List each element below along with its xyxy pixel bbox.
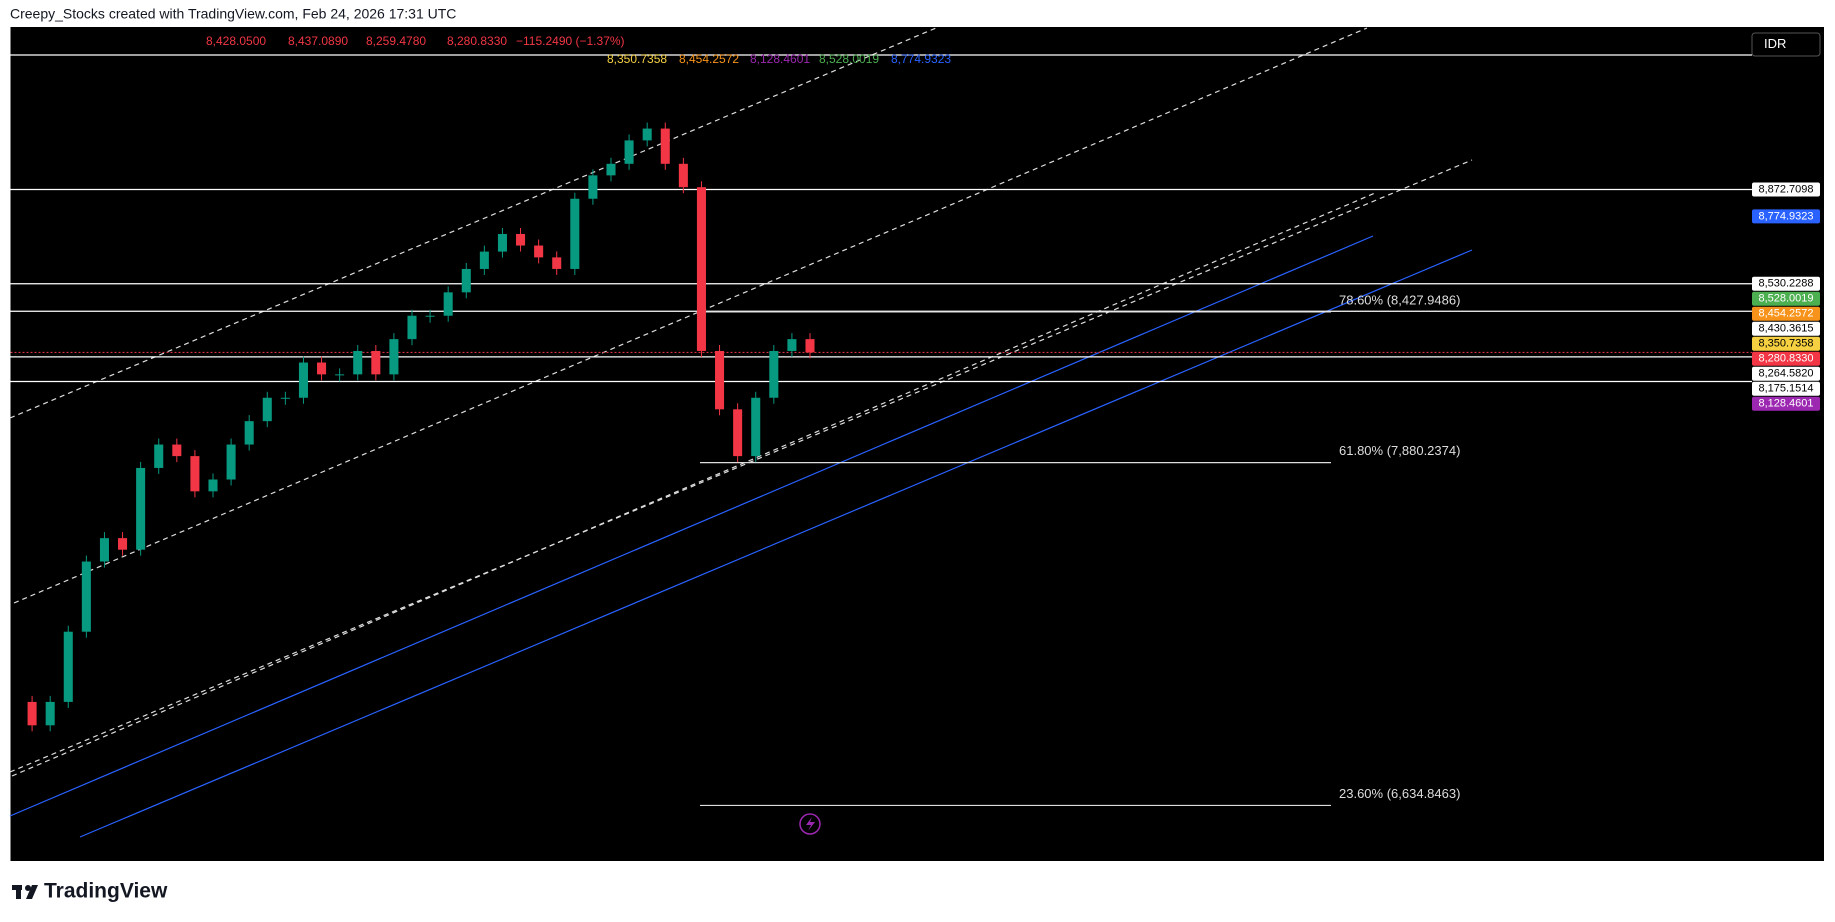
candle xyxy=(389,339,399,375)
candle xyxy=(642,128,652,141)
header: Creepy_Stocks created with TradingView.c… xyxy=(10,6,456,22)
alert-icon[interactable] xyxy=(799,813,821,835)
candle xyxy=(298,362,308,398)
indicator-value: 8,350.7358 xyxy=(607,52,667,66)
candle xyxy=(172,444,182,457)
price-label: 8,528.0019 xyxy=(1758,293,1813,305)
candle xyxy=(534,245,544,258)
price-label: 8,350.7358 xyxy=(1758,338,1813,350)
price-label-bg xyxy=(1752,291,1820,306)
candle xyxy=(497,233,507,252)
candle xyxy=(733,409,743,457)
candles xyxy=(27,122,815,732)
candle xyxy=(244,421,254,445)
fib-label: 61.80% (7,880.2374) xyxy=(1339,443,1460,458)
candle xyxy=(624,140,634,164)
candle xyxy=(208,479,218,492)
price-label-bg xyxy=(1752,276,1820,291)
candle xyxy=(425,315,435,317)
candle xyxy=(99,538,109,562)
price-label: 8,454.2572 xyxy=(1758,308,1813,320)
candle xyxy=(118,538,128,550)
price-label-bg xyxy=(1752,351,1820,366)
candle xyxy=(678,163,688,188)
candle xyxy=(371,350,381,375)
candle xyxy=(317,362,327,375)
candle xyxy=(461,268,471,293)
ohlc-value: 8,428.0500 xyxy=(206,34,266,48)
candle xyxy=(570,198,580,269)
price-label-bg xyxy=(1752,381,1820,396)
candle xyxy=(479,251,489,269)
channel-line xyxy=(9,159,1473,773)
candle xyxy=(154,444,164,468)
candle xyxy=(769,350,779,398)
candle xyxy=(696,187,706,351)
candle xyxy=(751,397,761,457)
price-label: 8,175.1514 xyxy=(1758,383,1813,395)
candle xyxy=(335,374,345,376)
indicator-value: 8,454.2572 xyxy=(679,52,739,66)
trend-line xyxy=(9,235,1374,817)
ohlc-value: 8,259.4780 xyxy=(366,34,426,48)
channel-line xyxy=(9,27,937,419)
currency: IDR xyxy=(1764,36,1786,51)
chart-area xyxy=(10,27,1824,861)
price-label-bg xyxy=(1752,366,1820,381)
candle xyxy=(715,350,725,410)
brand-logo xyxy=(12,885,38,899)
candle xyxy=(81,561,91,632)
candle xyxy=(353,350,363,375)
channel-line xyxy=(13,27,1368,604)
candle xyxy=(45,701,55,726)
price-label-bg xyxy=(1752,306,1820,321)
ohlc-value: 8,280.8330 xyxy=(447,34,507,48)
candle xyxy=(805,339,815,353)
price-label: 8,530.2288 xyxy=(1758,278,1813,290)
ohlc-value: 8,437.0890 xyxy=(288,34,348,48)
price-label: 8,430.3615 xyxy=(1758,323,1813,335)
candle xyxy=(136,467,146,550)
candle xyxy=(552,257,562,269)
candle xyxy=(606,163,616,176)
candle xyxy=(660,128,670,164)
channel-line xyxy=(11,192,1376,777)
price-label: 8,280.8330 xyxy=(1758,353,1813,365)
price-label: 8,128.4601 xyxy=(1758,398,1813,410)
currency-button[interactable] xyxy=(1751,32,1821,57)
candle xyxy=(787,339,797,351)
alert-bolt xyxy=(806,817,815,831)
trend-line xyxy=(79,249,1473,838)
price-label: 8,774.9323 xyxy=(1758,210,1813,222)
price-label-bg xyxy=(1752,336,1820,351)
candle xyxy=(443,292,453,316)
indicator-value: 8,128.4601 xyxy=(750,52,810,66)
fib-label: 23.60% (6,634.8463) xyxy=(1339,786,1460,801)
candle xyxy=(226,444,236,480)
candle xyxy=(27,701,37,726)
candle xyxy=(190,456,200,492)
ohlc-value: −115.2490 (−1.37%) xyxy=(516,34,625,48)
candle xyxy=(407,315,417,340)
drawings xyxy=(9,27,1752,838)
candle xyxy=(588,175,598,199)
candle xyxy=(63,631,73,702)
candle xyxy=(262,397,272,422)
candle xyxy=(280,397,290,399)
price-label-bg xyxy=(1752,182,1820,197)
price-label-bg xyxy=(1752,396,1820,411)
price-label-bg xyxy=(1752,209,1820,224)
price-label: 8,264.5820 xyxy=(1758,368,1813,380)
indicator-value: 8,774.9323 xyxy=(891,52,951,66)
price-label-bg xyxy=(1752,321,1820,336)
price-label: 8,872.7098 xyxy=(1758,183,1813,195)
indicator-value: 8,528.0019 xyxy=(819,52,879,66)
brand: TradingView xyxy=(44,880,168,903)
fib-label: 78.60% (8,427.9486) xyxy=(1339,292,1460,307)
candle xyxy=(516,233,526,246)
